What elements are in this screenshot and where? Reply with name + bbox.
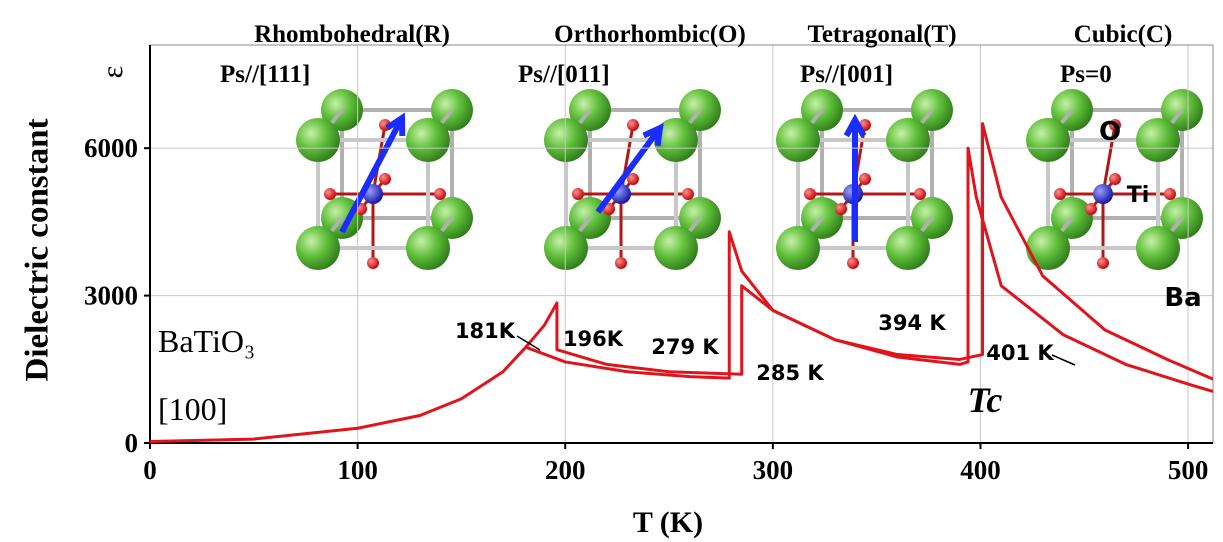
annotation: 285 K	[756, 361, 824, 385]
x-tick-label: 500	[1168, 455, 1209, 485]
y-tick-label: 0	[125, 428, 139, 458]
phase-polarization: Ps//[011]	[518, 61, 610, 88]
x-tick-label: 100	[337, 455, 378, 485]
o-atom	[1109, 119, 1121, 131]
ba-atom	[1136, 118, 1180, 162]
o-atom	[615, 257, 627, 269]
crystal-cells	[296, 89, 1203, 270]
annotation: [100]	[158, 391, 227, 427]
bond	[1101, 124, 1117, 195]
o-atom	[379, 173, 391, 185]
ba-atom	[296, 118, 340, 162]
o-atom	[627, 119, 639, 131]
pointer	[516, 335, 541, 351]
ba-atom	[544, 118, 588, 162]
o-atom	[914, 188, 926, 200]
o-atom	[1054, 188, 1066, 200]
o-atom	[1109, 173, 1121, 185]
ti-atom	[1093, 184, 1113, 204]
ba-atom	[1136, 226, 1180, 270]
x-tick-label: 400	[960, 455, 1001, 485]
x-tick-label: 300	[753, 455, 794, 485]
phase-name: Tetragonal(T)	[807, 21, 956, 48]
o-atom	[1097, 257, 1109, 269]
annotation: 279 K	[651, 335, 719, 359]
arrow-head	[385, 112, 406, 137]
phase-name: Cubic(C)	[1074, 21, 1173, 48]
annotation: 394 K	[878, 311, 946, 335]
ba-atom	[1026, 118, 1070, 162]
annotation: Ba	[1164, 283, 1201, 313]
y-tick-label: 3000	[84, 281, 138, 311]
o-atom	[367, 257, 379, 269]
phase-name: Orthorhombic(O)	[554, 21, 746, 48]
x-tick-label: 200	[545, 455, 586, 485]
ba-atom	[1026, 226, 1070, 270]
ba-atom	[886, 118, 930, 162]
ba-atom	[296, 226, 340, 270]
phase-name: Rhombohedral(R)	[254, 21, 450, 48]
curve	[149, 146, 1214, 444]
phase-polarization: Ps//[001]	[800, 61, 893, 88]
annotation: 196K	[563, 327, 624, 351]
arrow-head	[642, 122, 664, 147]
annotation: 401 K	[986, 341, 1054, 365]
ba-atom	[654, 226, 698, 270]
y-symbol: ε	[96, 66, 129, 79]
ba-atom	[544, 226, 588, 270]
polarization-arrow	[339, 116, 405, 234]
o-atom	[859, 173, 871, 185]
y-axis-label: Dielectric constant	[20, 119, 56, 382]
annotation: 181K	[455, 319, 516, 343]
polarization-arrow	[595, 126, 663, 214]
o-atom	[434, 188, 446, 200]
annotation: Tc	[968, 380, 1003, 420]
y-tick-label: 6000	[84, 133, 138, 163]
o-atom	[324, 188, 336, 200]
arrow-head	[843, 113, 867, 138]
ba-atom	[654, 118, 698, 162]
ba-atom	[406, 118, 450, 162]
o-atom	[627, 173, 639, 185]
ba-atom	[886, 226, 930, 270]
x-axis-label: T (K)	[633, 506, 703, 539]
o-atom	[847, 257, 859, 269]
pointer	[1051, 354, 1076, 366]
annotation: O	[1099, 117, 1121, 147]
phase-polarization: Ps=0	[1060, 61, 1112, 88]
o-atom	[572, 188, 584, 200]
o-atom	[835, 203, 847, 215]
phase-polarization: Ps//[111]	[220, 61, 310, 88]
o-atom	[1164, 188, 1176, 200]
x-tick-label: 0	[143, 455, 157, 485]
o-atom	[682, 188, 694, 200]
ba-atom	[776, 226, 820, 270]
curve	[524, 122, 1214, 381]
annotation: Ti	[1127, 183, 1150, 208]
ba-atom	[406, 226, 450, 270]
o-atom	[1085, 203, 1097, 215]
annotation: BaTiO₃	[158, 323, 255, 359]
o-atom	[804, 188, 816, 200]
ba-atom	[776, 118, 820, 162]
